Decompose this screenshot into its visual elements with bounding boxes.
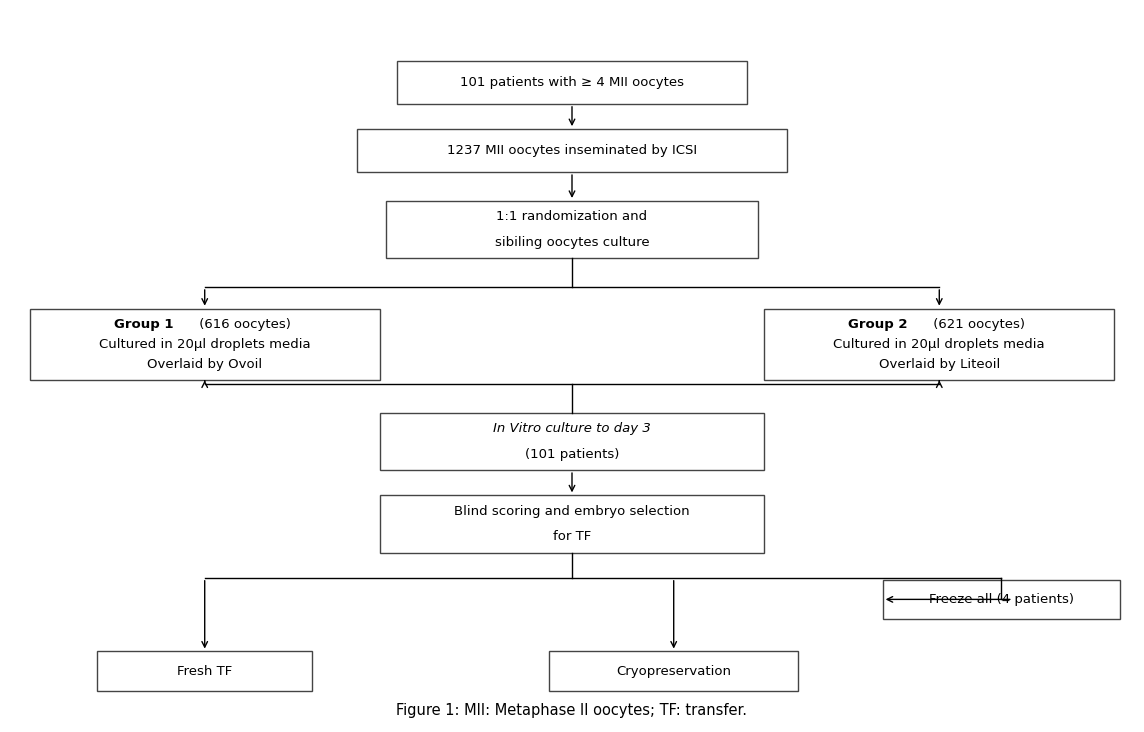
Text: Cryopreservation: Cryopreservation (617, 665, 731, 678)
Bar (883, 580, 1120, 619)
Bar (764, 309, 1114, 381)
Text: Blind scoring and embryo selection: Blind scoring and embryo selection (454, 505, 690, 518)
Text: for TF: for TF (553, 530, 591, 543)
Text: 1237 MII oocytes inseminated by ICSI: 1237 MII oocytes inseminated by ICSI (447, 144, 697, 157)
Text: 1:1 randomization and: 1:1 randomization and (496, 210, 648, 223)
Bar (397, 61, 747, 104)
Text: Cultured in 20μl droplets media: Cultured in 20μl droplets media (834, 338, 1046, 351)
Bar (380, 413, 764, 470)
Text: In Vitro culture to day 3: In Vitro culture to day 3 (493, 422, 651, 436)
Bar (30, 309, 380, 381)
Text: 101 patients with ≥ 4 MII oocytes: 101 patients with ≥ 4 MII oocytes (460, 76, 684, 89)
Bar (386, 201, 758, 258)
Text: sibiling oocytes culture: sibiling oocytes culture (494, 236, 650, 249)
Text: Cultured in 20μl droplets media: Cultured in 20μl droplets media (98, 338, 310, 351)
Text: Fresh TF: Fresh TF (177, 665, 232, 678)
Text: Group 1: Group 1 (114, 318, 174, 331)
Text: (621 oocytes): (621 oocytes) (929, 318, 1025, 331)
Text: Figure 1: MII: Metaphase II oocytes; TF: transfer.: Figure 1: MII: Metaphase II oocytes; TF:… (397, 703, 747, 718)
Bar (380, 496, 764, 553)
Text: Freeze all (4 patients): Freeze all (4 patients) (929, 593, 1074, 606)
Text: (616 oocytes): (616 oocytes) (194, 318, 291, 331)
Bar (97, 651, 312, 691)
Text: (101 patients): (101 patients) (525, 447, 619, 460)
Text: Group 2: Group 2 (849, 318, 908, 331)
Text: Overlaid by Liteoil: Overlaid by Liteoil (879, 358, 1000, 371)
Bar (549, 651, 799, 691)
Text: Overlaid by Ovoil: Overlaid by Ovoil (148, 358, 262, 371)
Bar (357, 129, 787, 172)
